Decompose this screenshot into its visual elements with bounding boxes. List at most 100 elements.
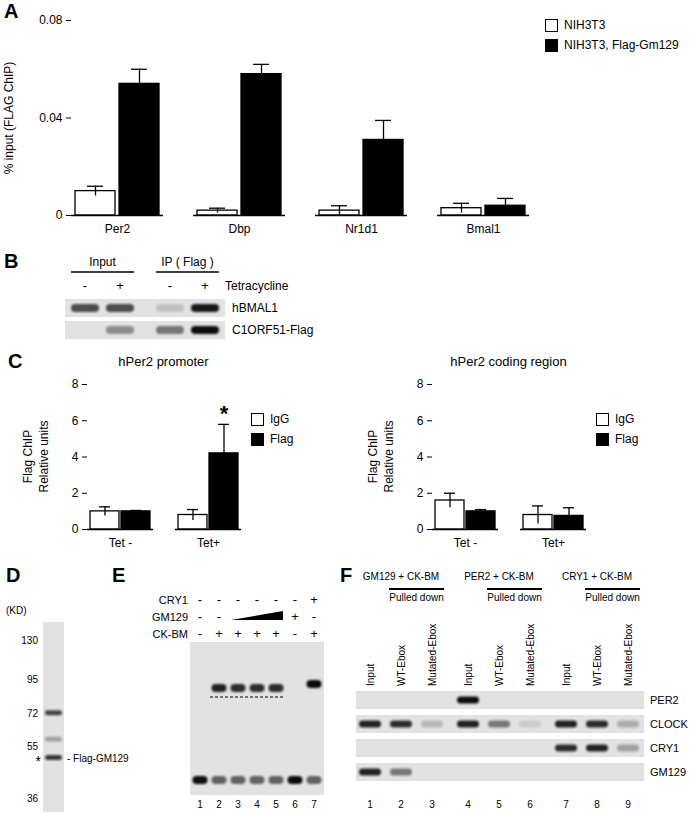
svg-text:-: - xyxy=(198,592,202,607)
svg-text:1: 1 xyxy=(367,799,373,810)
svg-text:*: * xyxy=(36,753,42,769)
svg-text:6: 6 xyxy=(527,799,533,810)
svg-text:3: 3 xyxy=(429,799,435,810)
svg-text:B: B xyxy=(4,250,18,272)
svg-text:(KD): (KD) xyxy=(6,605,27,616)
svg-text:0.08: 0.08 xyxy=(39,13,63,27)
svg-text:% input (FLAG ChIP): % input (FLAG ChIP) xyxy=(2,62,16,175)
svg-text:-: - xyxy=(217,592,221,607)
svg-text:Mutated-Ebox: Mutated-Ebox xyxy=(427,624,438,686)
svg-text:55: 55 xyxy=(27,741,39,752)
svg-text:Pulled down: Pulled down xyxy=(585,592,639,603)
svg-text:-: - xyxy=(293,592,297,607)
svg-text:1: 1 xyxy=(197,799,203,810)
svg-text:CK-BM: CK-BM xyxy=(153,628,188,640)
svg-text:Mutated-Ebox: Mutated-Ebox xyxy=(623,624,634,686)
svg-text:CRY1: CRY1 xyxy=(159,594,188,606)
svg-text:5: 5 xyxy=(273,799,279,810)
svg-text:9: 9 xyxy=(625,799,631,810)
svg-text:8: 8 xyxy=(417,377,424,391)
svg-text:-: - xyxy=(255,592,259,607)
svg-text:36: 36 xyxy=(27,793,39,804)
svg-text:8: 8 xyxy=(72,377,79,391)
svg-text:D: D xyxy=(6,564,20,586)
svg-text:-: - xyxy=(83,278,87,293)
svg-text:- Flag-GM129: - Flag-GM129 xyxy=(67,753,129,764)
svg-text:-: - xyxy=(198,626,202,641)
svg-text:6: 6 xyxy=(292,799,298,810)
svg-text:+: + xyxy=(253,626,261,641)
svg-text:0.04: 0.04 xyxy=(39,111,63,125)
svg-text:-: - xyxy=(236,592,240,607)
svg-text:3: 3 xyxy=(235,799,241,810)
svg-text:CRY1 + CK-BM: CRY1 + CK-BM xyxy=(562,571,632,582)
svg-text:4: 4 xyxy=(72,450,79,464)
svg-text:-: - xyxy=(274,592,278,607)
svg-text:Flag ChIP: Flag ChIP xyxy=(366,430,380,483)
svg-text:IP ( Flag ): IP ( Flag ) xyxy=(161,255,213,269)
svg-text:-: - xyxy=(217,609,221,624)
svg-text:0: 0 xyxy=(417,522,424,536)
svg-text:GM129: GM129 xyxy=(152,611,188,623)
svg-text:2: 2 xyxy=(398,799,404,810)
svg-text:Nr1d1: Nr1d1 xyxy=(345,222,378,236)
svg-text:130: 130 xyxy=(21,635,38,646)
svg-text:C1ORF51-Flag: C1ORF51-Flag xyxy=(232,323,313,337)
svg-text:Tetracycline: Tetracycline xyxy=(225,279,289,293)
svg-text:Input: Input xyxy=(365,664,376,686)
svg-text:Mutated-Ebox: Mutated-Ebox xyxy=(525,624,536,686)
svg-text:Tet+: Tet+ xyxy=(197,536,220,550)
svg-text:+: + xyxy=(310,626,318,641)
svg-text:-: - xyxy=(293,626,297,641)
svg-text:GM129: GM129 xyxy=(650,766,686,778)
svg-text:72: 72 xyxy=(27,708,39,719)
svg-text:2: 2 xyxy=(417,486,424,500)
svg-text:+: + xyxy=(201,278,209,293)
svg-text:CLOCK: CLOCK xyxy=(650,718,689,730)
svg-text:+: + xyxy=(291,609,299,624)
svg-text:4: 4 xyxy=(465,799,471,810)
svg-text:Per2: Per2 xyxy=(105,222,131,236)
svg-text:+: + xyxy=(310,592,318,607)
svg-text:+: + xyxy=(272,626,280,641)
svg-text:8: 8 xyxy=(594,799,600,810)
svg-text:6: 6 xyxy=(72,414,79,428)
svg-text:Pulled down: Pulled down xyxy=(487,592,541,603)
svg-text:2: 2 xyxy=(72,486,79,500)
svg-text:Tet -: Tet - xyxy=(454,536,477,550)
svg-text:Relative units: Relative units xyxy=(382,420,396,492)
svg-text:2: 2 xyxy=(216,799,222,810)
svg-text:-: - xyxy=(168,278,172,293)
svg-text:WT-Ebox: WT-Ebox xyxy=(592,645,603,686)
svg-text:0: 0 xyxy=(56,208,63,222)
svg-text:F: F xyxy=(340,564,352,586)
svg-text:WT-Ebox: WT-Ebox xyxy=(396,645,407,686)
svg-text:*: * xyxy=(220,401,229,426)
svg-text:Flag ChIP: Flag ChIP xyxy=(21,430,35,483)
svg-text:7: 7 xyxy=(563,799,569,810)
svg-text:6: 6 xyxy=(417,414,424,428)
svg-text:5: 5 xyxy=(496,799,502,810)
svg-text:PER2: PER2 xyxy=(650,694,679,706)
svg-text:Relative units: Relative units xyxy=(37,420,51,492)
svg-text:Tet -: Tet - xyxy=(109,536,132,550)
svg-text:-: - xyxy=(198,609,202,624)
svg-text:0: 0 xyxy=(72,522,79,536)
svg-text:Pulled down: Pulled down xyxy=(389,592,443,603)
svg-text:WT-Ebox: WT-Ebox xyxy=(494,645,505,686)
svg-text:PER2 + CK-BM: PER2 + CK-BM xyxy=(464,571,534,582)
svg-text:+: + xyxy=(234,626,242,641)
svg-text:hBMAL1: hBMAL1 xyxy=(232,301,278,315)
svg-text:7: 7 xyxy=(311,799,317,810)
svg-text:+: + xyxy=(116,278,124,293)
svg-text:Dbp: Dbp xyxy=(228,222,250,236)
svg-text:GM129 + CK-BM: GM129 + CK-BM xyxy=(363,571,439,582)
svg-text:-: - xyxy=(312,609,316,624)
svg-text:Input: Input xyxy=(89,255,116,269)
svg-text:Input: Input xyxy=(463,664,474,686)
svg-text:+: + xyxy=(215,626,223,641)
svg-text:A: A xyxy=(4,0,18,22)
svg-text:Tet+: Tet+ xyxy=(542,536,565,550)
svg-text:CRY1: CRY1 xyxy=(650,742,679,754)
svg-text:Bmal1: Bmal1 xyxy=(466,222,500,236)
